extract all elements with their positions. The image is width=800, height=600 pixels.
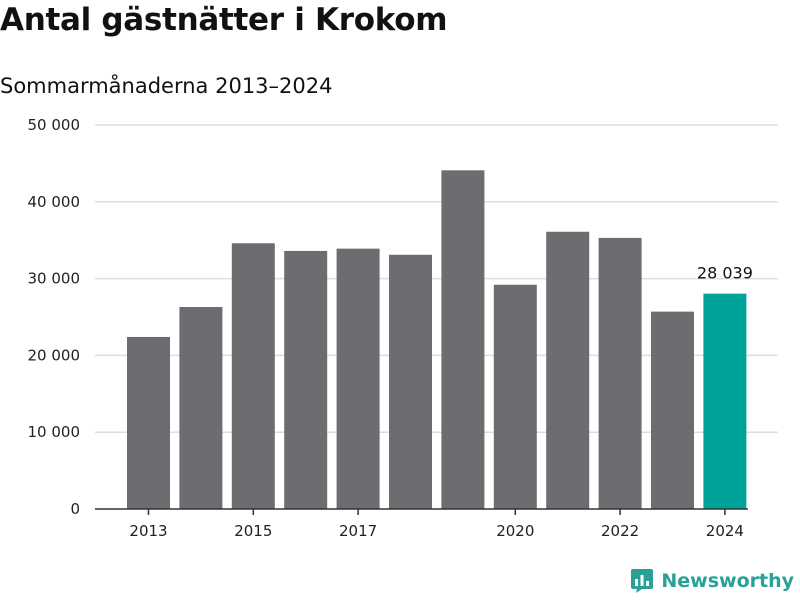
bar-2024: [703, 293, 747, 509]
bar-2015: [231, 243, 275, 509]
chart-subtitle: Sommarmånaderna 2013–2024: [0, 74, 333, 98]
bar-2013: [127, 336, 170, 509]
bar-2019: [441, 170, 485, 509]
y-tick-label: 30 000: [28, 270, 81, 288]
axes: 0 10 000 20 000 30 000 40 000 50 000 2013 2015 2…: [28, 116, 748, 540]
x-tick-label: 2020: [496, 522, 534, 540]
bar-2020: [493, 284, 537, 509]
bar-2016: [284, 250, 328, 509]
bar-2021: [546, 231, 590, 509]
data-label-2024: 28 039: [697, 264, 753, 283]
newsworthy-brand: Newsworthy: [629, 568, 794, 594]
y-tick-label: 40 000: [28, 193, 81, 211]
y-tick-label: 10 000: [28, 423, 81, 441]
bar-2014: [179, 307, 223, 509]
brand-name: Newsworthy: [661, 570, 794, 592]
bar-2022: [598, 237, 642, 509]
chart-title: Antal gästnätter i Krokom: [0, 2, 448, 38]
x-tick-label: 2013: [129, 522, 167, 540]
y-tick-label: 0: [70, 500, 80, 518]
bar-2018: [389, 254, 432, 509]
newsworthy-logo-icon: [631, 569, 654, 593]
y-tick-label: 50 000: [28, 116, 81, 134]
bars: 28 039: [127, 170, 753, 509]
y-tick-label: 20 000: [28, 346, 81, 364]
bar-2023: [651, 311, 694, 509]
x-tick-label: 2017: [339, 522, 377, 540]
x-tick-label: 2022: [601, 522, 639, 540]
x-tick-label: 2015: [234, 522, 272, 540]
x-tick-label: 2024: [706, 522, 744, 540]
bar-2017: [336, 248, 380, 509]
